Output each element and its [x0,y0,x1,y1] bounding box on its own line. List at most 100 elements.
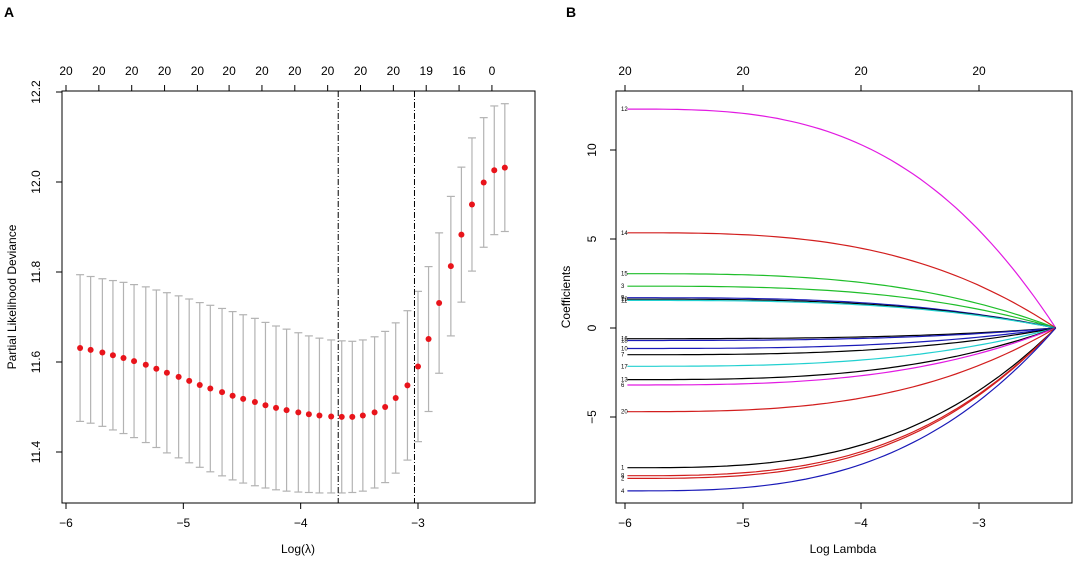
coef-label: 12 [621,107,628,113]
data-point [196,381,203,388]
chart-a-xlabel: Log(λ) [281,542,315,556]
y-tick-label: 11.6 [29,350,43,373]
data-point [316,412,323,419]
coef-label: 15 [621,272,628,278]
coef-label: 1 [621,466,625,472]
top-tick-label: 20 [222,64,236,78]
data-point [131,358,138,365]
coef-path [627,327,1057,413]
chart-a: −6 −5 −4 −3 11.411.611.812.012.2 20 20 20 20 20… [5,64,536,556]
coef-label: 4 [621,489,625,495]
y-tick-label: 10 [585,143,599,157]
data-point [447,263,454,270]
coef-path [627,327,1057,479]
coef-path [627,327,1056,386]
data-point [163,369,170,376]
x-tick-label: −4 [294,516,308,530]
data-point [295,409,302,416]
data-point [142,361,149,368]
x-tick-label: −4 [854,516,868,530]
coef-path [627,327,1057,492]
coef-path [627,273,1056,329]
data-point [262,402,269,409]
coef-path [627,327,1057,477]
top-tick-label: 20 [191,64,205,78]
coef-path [627,327,1057,469]
top-tick-label: 0 [489,64,496,78]
coef-path [627,108,1057,329]
data-point [468,201,475,208]
coef-path [627,327,1056,350]
data-point [120,354,127,361]
top-tick-label: 20 [92,64,106,78]
data-point [175,373,182,380]
top-tick-label: 16 [452,64,466,78]
top-tick-label: 20 [59,64,73,78]
chart-a-y-axis: 11.4 11.6 11.8 12.0 12.2 [29,80,62,463]
data-point [415,363,421,370]
chart-b-x-axis: −6 −5 −4 −3 [618,502,986,530]
coef-path [627,327,1056,367]
data-point [501,164,508,171]
top-tick-label: 20 [321,64,335,78]
coef-label: 6 [621,383,625,389]
x-tick-label: −5 [736,516,750,530]
chart-a-x-axis: −6 −5 −4 −3 [59,502,425,530]
y-tick-label: −5 [585,410,599,424]
chart-b-lines [627,108,1057,492]
top-tick-label: 20 [387,64,401,78]
coef-path [627,327,1056,342]
coef-path [627,327,1056,340]
top-tick-label: 20 [158,64,172,78]
data-point [109,352,116,359]
data-point [219,389,226,396]
coef-label: 9 [621,296,625,302]
data-point [207,385,214,392]
data-point [251,399,258,406]
x-tick-label: −3 [411,516,425,530]
chart-a-errorbars [76,103,509,494]
chart-a-top-axis: 20 20 20 20 20 20 20 20 20 20 20 19 16 0 [59,64,496,91]
chart-a-points [77,164,508,420]
chart-a-vlines [337,91,415,503]
y-tick-label: 0 [585,324,599,331]
coef-label: 3 [621,284,625,290]
y-tick-label: 5 [585,235,599,242]
coef-path [627,327,1056,381]
top-tick-label: 20 [854,64,868,78]
top-tick-label: 20 [736,64,750,78]
top-tick-label: 20 [972,64,986,78]
data-point [273,404,280,411]
coef-label: 16 [621,337,628,343]
chart-b-ylabel: Coefficients [559,266,573,328]
data-point [404,382,411,389]
top-tick-label: 19 [420,64,434,78]
coef-label: 10 [621,346,628,352]
coef-label: 8 [621,474,625,480]
chart-b-top-axis: 20 20 20 20 [618,64,986,91]
coef-path [627,232,1057,329]
x-tick-label: −3 [972,516,986,530]
data-point [338,413,345,420]
coef-path [627,327,1056,356]
x-tick-label: −6 [618,516,632,530]
coef-label: 2 [621,476,625,482]
top-tick-label: 20 [618,64,632,78]
y-tick-label: 11.4 [29,440,43,463]
data-point [77,345,84,352]
coef-label: 19 [621,297,628,303]
coef-path [627,299,1056,329]
data-point [382,404,389,410]
data-point [458,231,465,238]
x-tick-label: −5 [176,516,190,530]
data-point [99,349,106,356]
top-tick-label: 20 [354,64,368,78]
coef-label: 7 [621,353,625,359]
coef-label: 20 [621,410,628,416]
data-point [349,413,356,420]
data-point [480,179,487,186]
top-tick-label: 20 [288,64,302,78]
coef-label: 14 [621,231,628,237]
